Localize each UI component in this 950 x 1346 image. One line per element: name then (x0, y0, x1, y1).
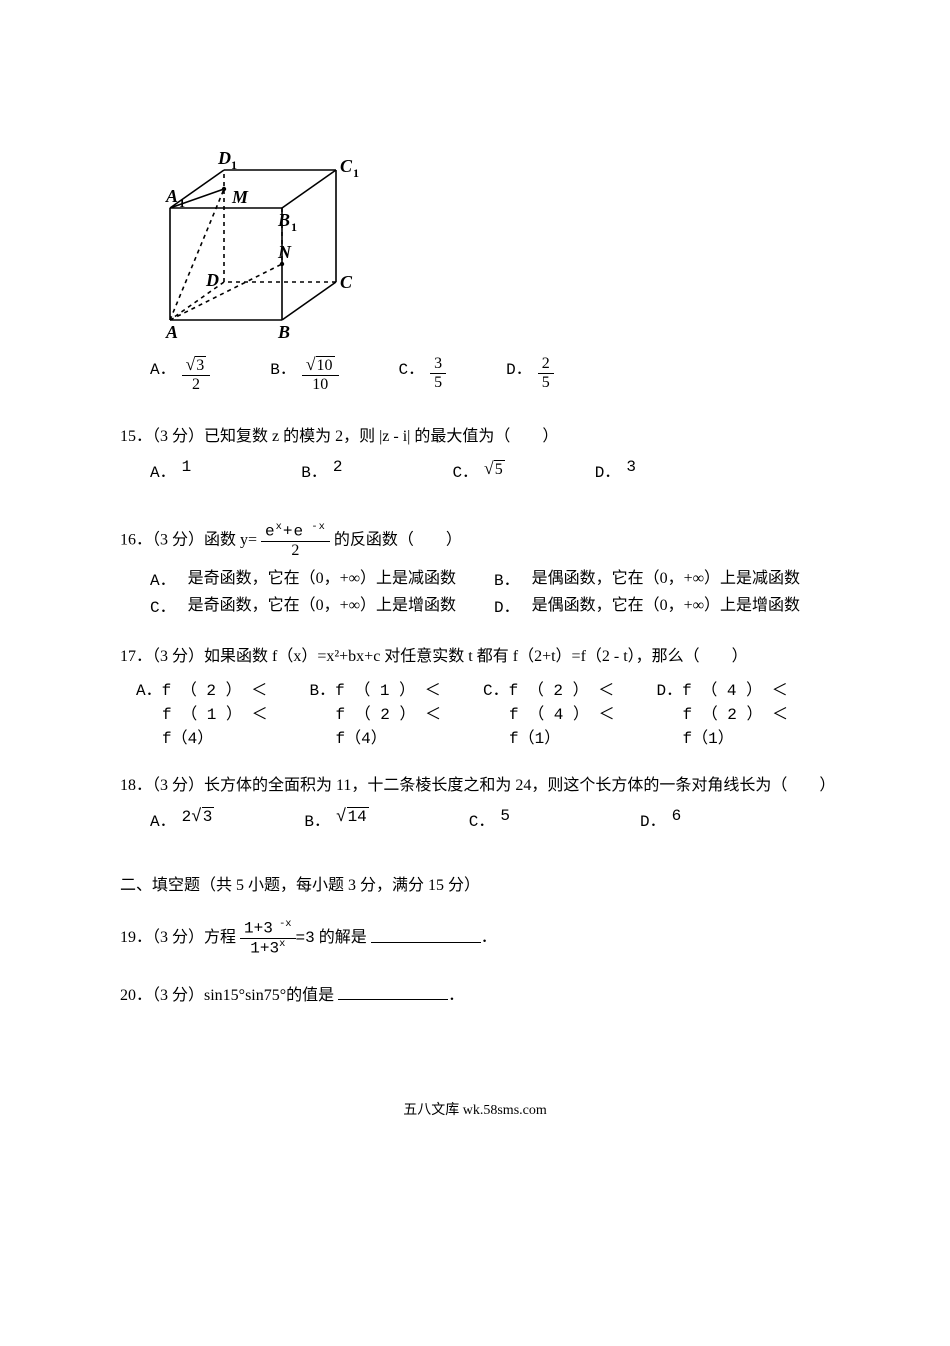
choice-label: A． (150, 566, 180, 590)
choice-label: B． (494, 566, 524, 590)
svg-text:B: B (277, 322, 290, 340)
q14-choice-A: 3 2 (182, 355, 211, 393)
q15-B: 2 (333, 458, 343, 476)
q14-choice-D: 2 5 (538, 355, 554, 391)
q16-choices: A． 是奇函数，它在（0，+∞）上是减函数 B． 是偶函数，它在（0，+∞）上是… (150, 566, 830, 619)
cube-diagram: ABCDA1B1C1D1MN (150, 120, 830, 345)
q19-period: ． (481, 930, 497, 947)
q19-frac: 1+3 -x 1+3x (240, 919, 296, 958)
q14-choice-B: 10 10 (302, 355, 339, 393)
q17-text: 17．（3 分）如果函数 f（x）=x²+bx+c 对任意实数 t 都有 f（2… (120, 643, 830, 670)
choice-label: A． (150, 458, 176, 482)
q19-prefix: 19．（3 分）方程 (120, 930, 240, 947)
q16-D: 是偶函数，它在（0，+∞）上是增函数 (532, 593, 830, 619)
q17-A-l2: f （ 1 ） ＜ (136, 700, 304, 724)
choice-label: D． (595, 458, 621, 482)
q20-blank (338, 999, 448, 1000)
choice-label: D． (506, 355, 532, 379)
q18-text: 18．（3 分）长方体的全面积为 11，十二条棱长度之和为 24，则这个长方体的… (120, 772, 830, 799)
q16-text: 16．（3 分）函数 y= ex+e -x 2 的反函数（ ） (120, 522, 830, 560)
svg-text:C: C (340, 156, 353, 176)
q16-C: 是奇函数，它在（0，+∞）上是增函数 (188, 593, 486, 619)
svg-text:D: D (217, 148, 231, 168)
q16-prefix: 16．（3 分）函数 y= (120, 532, 257, 549)
svg-text:N: N (277, 242, 292, 262)
svg-text:1: 1 (291, 220, 297, 234)
choice-label: C． (399, 355, 425, 379)
q17-A-l1: f （ 2 ） ＜ (162, 682, 268, 700)
q18-C: 5 (500, 807, 510, 825)
q15-A: 1 (182, 458, 192, 476)
choice-label: D． (657, 682, 683, 700)
svg-text:D: D (205, 270, 219, 290)
svg-text:1: 1 (353, 166, 359, 180)
q14-choice-C: 3 5 (430, 355, 446, 391)
q15-choices: A． 1 B． 2 C． 5 D． 3 (150, 458, 830, 482)
q19-suffix: 的解是 (319, 930, 367, 947)
svg-text:A: A (165, 186, 178, 206)
q20-period: ． (448, 987, 464, 1004)
choice-label: B． (304, 807, 330, 831)
q17-D-l2: f （ 2 ） ＜ (657, 700, 825, 724)
q17-B-l2: f （ 2 ） ＜ (310, 700, 478, 724)
choice-label: A． (136, 682, 162, 700)
choice-label: C． (483, 682, 509, 700)
q17-A-l3: f（4） (136, 724, 304, 748)
choice-label: C． (452, 458, 478, 482)
choice-label: D． (640, 807, 666, 831)
section2-header: 二、填空题（共 5 小题，每小题 3 分，满分 15 分） (120, 871, 830, 895)
q17-B-l3: f（4） (310, 724, 478, 748)
svg-text:1: 1 (179, 196, 185, 210)
svg-text:M: M (231, 187, 249, 207)
q15-D: 3 (626, 458, 636, 476)
q19-blank (371, 942, 481, 943)
q17-B-l1: f （ 1 ） ＜ (335, 682, 441, 700)
q16-frac: ex+e -x 2 (261, 522, 330, 560)
q20: 20．（3 分）sin15°sin75°的值是 ． (120, 982, 830, 1009)
choice-label: B． (301, 458, 327, 482)
choice-label: A． (150, 355, 176, 379)
q16-A: 是奇函数，它在（0，+∞）上是减函数 (188, 566, 486, 592)
q15-C: 5 (484, 458, 505, 479)
q17-C-l2: f （ 4 ） ＜ (483, 700, 651, 724)
choice-label: B． (270, 355, 296, 379)
choice-label: C． (469, 807, 495, 831)
svg-text:B: B (277, 210, 290, 230)
choice-label: C． (150, 593, 180, 617)
q15-text: 15．（3 分）已知复数 z 的模为 2，则 |z - i| 的最大值为（ ） (120, 423, 830, 450)
q17-choices: A．f （ 2 ） ＜ f （ 1 ） ＜ f（4） B．f （ 1 ） ＜ f… (136, 676, 830, 748)
q14-choices: A． 3 2 B． 10 10 C． 3 5 D． 2 5 (150, 355, 830, 393)
choice-label: D． (494, 593, 524, 617)
q19-eq: =3 (296, 930, 315, 948)
q18-A: 23 (182, 807, 215, 827)
svg-text:C: C (340, 272, 353, 292)
page-footer: 五八文库 wk.58sms.com (120, 1099, 830, 1119)
q17-C-l1: f （ 2 ） ＜ (509, 682, 615, 700)
q17-D-l3: f（1） (657, 724, 825, 748)
q17-C-l3: f（1） (483, 724, 651, 748)
q16-suffix: 的反函数（ ） (334, 532, 462, 549)
q19: 19．（3 分）方程 1+3 -x 1+3x =3 的解是 ． (120, 919, 830, 958)
q17-D-l1: f （ 4 ） ＜ (682, 682, 788, 700)
svg-text:A: A (165, 322, 178, 340)
q20-pre: 20．（3 分）sin15°sin75°的值是 (120, 987, 334, 1004)
q18-B: 14 (336, 807, 369, 827)
q18-choices: A． 23 B． 14 C． 5 D． 6 (150, 807, 830, 831)
svg-text:1: 1 (231, 158, 237, 172)
q16-B: 是偶函数，它在（0，+∞）上是减函数 (532, 566, 830, 592)
choice-label: A． (150, 807, 176, 831)
choice-label: B． (310, 682, 336, 700)
q18-D: 6 (672, 807, 682, 825)
